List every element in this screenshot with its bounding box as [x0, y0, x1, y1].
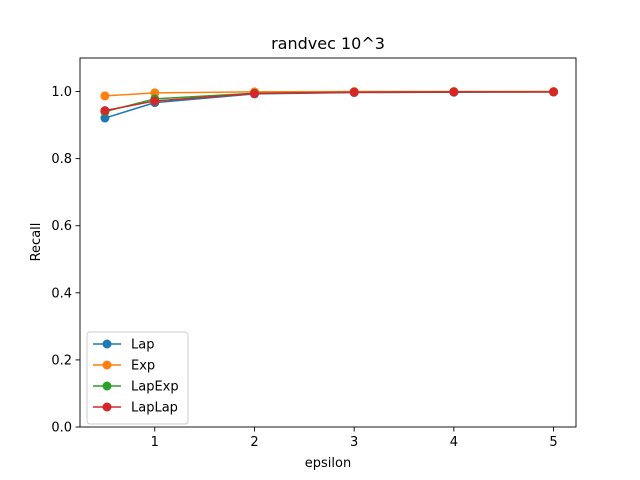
legend-item-lapexp: LapExp: [93, 380, 179, 395]
chart-title: randvec 10^3: [271, 34, 385, 53]
x-tick-label: 1: [151, 435, 159, 450]
y-tick-label: 1.0: [51, 85, 72, 100]
series-line-laplap: [104, 91, 554, 112]
legend-label: Lap: [131, 338, 154, 353]
axes-frame: [79, 57, 577, 428]
data-point-laplap: [249, 89, 259, 99]
legend-label: LapLap: [131, 401, 178, 416]
legend-marker: [102, 360, 112, 370]
x-tick-label: 5: [549, 435, 557, 450]
data-point-laplap: [349, 87, 359, 97]
series-laplap: [100, 87, 559, 116]
legend-marker: [102, 402, 112, 412]
y-axis-label: Recall: [29, 223, 44, 262]
legend-item-lap: Lap: [93, 338, 154, 353]
data-point-exp: [100, 91, 110, 101]
data-point-lap: [100, 113, 110, 123]
y-tick-label: 0.4: [51, 286, 72, 301]
y-tick-label: 0.2: [51, 353, 72, 368]
data-point-laplap: [449, 87, 459, 97]
data-point-laplap: [150, 96, 160, 106]
y-tick-label: 0.8: [51, 152, 72, 167]
x-tick-label: 3: [350, 435, 358, 450]
x-tick-label: 4: [450, 435, 458, 450]
legend-marker: [102, 339, 112, 349]
legend-item-laplap: LapLap: [93, 401, 178, 416]
x-tick-label: 2: [250, 435, 258, 450]
axes: 1 2 3 4 5 0.0 0.2 0.4 0.6 0.8 1.0: [51, 57, 577, 450]
y-tick-label: 0.6: [51, 219, 72, 234]
legend-item-exp: Exp: [93, 359, 155, 374]
data-point-laplap: [100, 106, 110, 116]
y-tick-label: 0.0: [51, 421, 72, 436]
series-line-lap: [104, 91, 554, 119]
legend-marker: [102, 381, 112, 391]
legend-label: LapExp: [131, 380, 179, 395]
plot-area: [100, 87, 559, 123]
legend-label: Exp: [131, 359, 155, 374]
x-axis-label: epsilon: [305, 456, 351, 471]
legend-box: [86, 331, 189, 425]
data-point-laplap: [549, 87, 559, 97]
